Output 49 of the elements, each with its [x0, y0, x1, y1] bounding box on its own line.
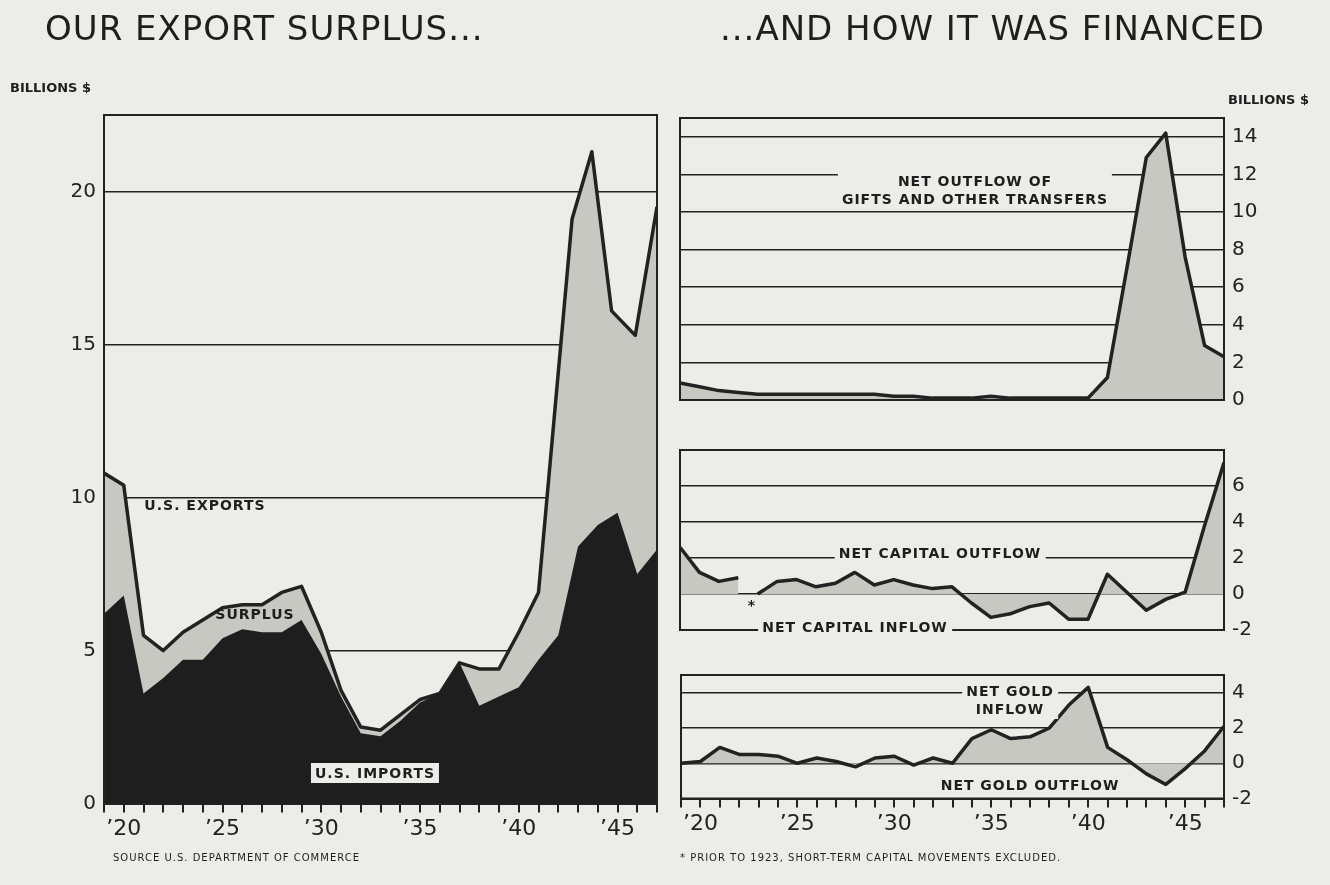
annotation: NET GOLD INFLOW: [962, 681, 1058, 719]
y-tick-label: 0: [83, 789, 96, 814]
x-tick-label: ’20: [682, 809, 718, 835]
y-axis-title: BILLIONS $: [1228, 92, 1310, 107]
annotation: SURPLUS: [215, 605, 295, 623]
y-axis-title: BILLIONS $: [10, 80, 92, 95]
chart-title: OUR EXPORT SURPLUS...: [45, 8, 484, 48]
y-tick-label: 15: [70, 330, 96, 355]
x-tick-label: ’45: [1167, 809, 1203, 835]
annotation: NET GOLD OUTFLOW: [936, 775, 1124, 795]
x-tick-label: ’20: [106, 814, 142, 840]
y-tick-label: 0: [1232, 386, 1245, 411]
x-tick-label: ’40: [501, 814, 537, 840]
y-tick-label: 6: [1232, 273, 1245, 298]
x-tick-label: ’45: [600, 814, 635, 840]
y-tick-label: -2: [1232, 784, 1252, 809]
y-tick-label: 12: [1232, 160, 1258, 185]
source-note: SOURCE U.S. DEPARTMENT OF COMMERCE: [113, 852, 360, 863]
annotation: U.S. EXPORTS: [144, 496, 266, 514]
y-tick-label: 0: [1232, 580, 1245, 605]
y-tick-label: 4: [1232, 508, 1245, 533]
y-tick-label: 2: [1232, 348, 1245, 373]
y-tick-label: 2: [1232, 544, 1245, 569]
y-tick-label: 2: [1232, 714, 1245, 739]
text: * PRIOR TO 1923, SHORT-TERM CAPITAL MOVEMENTS EXCLUDED.: [680, 852, 1062, 863]
y-tick-label: 4: [1232, 678, 1245, 703]
y-tick-label: 6: [1232, 472, 1245, 497]
x-tick-label: ’25: [779, 809, 815, 835]
annotation: NET OUTFLOW OF GIFTS AND OTHER TRANSFERS: [837, 171, 1113, 209]
annotation: NET CAPITAL OUTFLOW: [834, 543, 1046, 563]
x-tick-label: ’40: [1070, 809, 1106, 835]
x-tick-label: ’30: [876, 809, 912, 835]
y-tick-label: 10: [70, 483, 96, 508]
y-tick-label: 5: [83, 636, 96, 661]
y-tick-label: -2: [1232, 616, 1252, 641]
y-tick-label: 0: [1232, 749, 1245, 774]
x-tick-label: ’35: [402, 814, 438, 840]
x-tick-label: ’25: [205, 814, 240, 840]
y-tick-label: 20: [70, 177, 96, 202]
y-tick-label: 10: [1232, 198, 1258, 223]
x-tick-label: ’30: [303, 814, 339, 840]
annotation: *: [747, 596, 757, 614]
annotation: U.S. IMPORTS: [310, 763, 440, 783]
x-tick-label: ’35: [973, 809, 1009, 835]
y-tick-label: 14: [1232, 123, 1258, 147]
y-tick-label: 8: [1232, 235, 1245, 260]
chart-title: ...AND HOW IT WAS FINANCED: [720, 8, 1265, 48]
y-tick-label: 4: [1232, 311, 1245, 335]
annotation: NET CAPITAL INFLOW: [758, 617, 952, 637]
